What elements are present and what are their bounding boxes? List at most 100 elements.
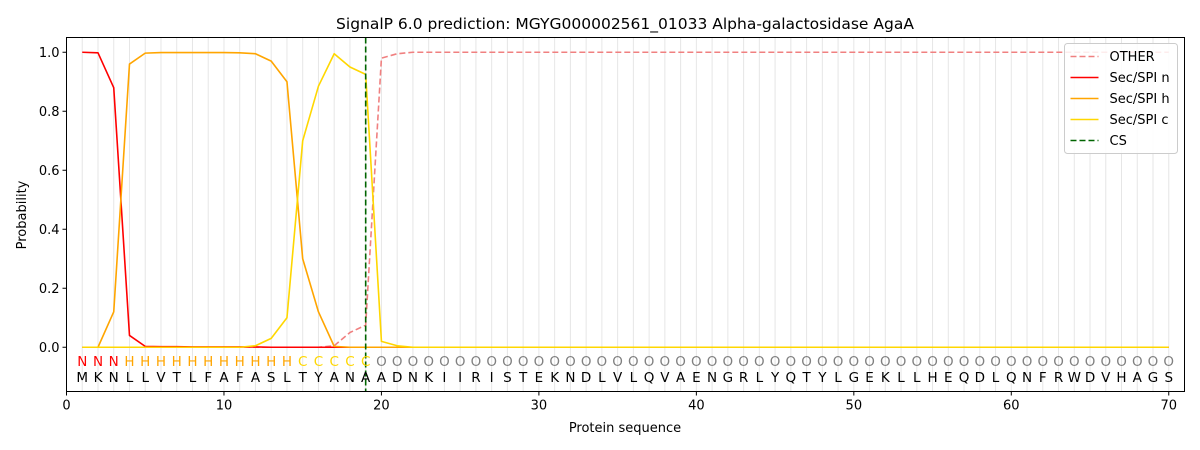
residue-label: E xyxy=(865,370,874,386)
region-label: O xyxy=(1116,354,1127,370)
residue-label: K xyxy=(424,370,434,386)
residue-label: G xyxy=(849,370,859,386)
region-label: H xyxy=(235,354,245,370)
region-label: O xyxy=(471,354,482,370)
legend-box xyxy=(1064,43,1178,154)
residue-label: A xyxy=(361,370,371,386)
region-label: O xyxy=(896,354,907,370)
region-label: C xyxy=(298,354,307,370)
region-label: O xyxy=(707,354,718,370)
region-label: O xyxy=(833,354,844,370)
x-axis-ticks: 0 10 20 30 40 50 60 70 xyxy=(62,391,1177,414)
residue-label: L xyxy=(598,370,606,386)
residue-label: N xyxy=(565,370,575,386)
residue-label: I xyxy=(490,370,494,386)
region-label: O xyxy=(1022,354,1033,370)
x-tick-label: 40 xyxy=(688,399,705,414)
residue-label: K xyxy=(94,370,104,386)
residue-label: Q xyxy=(1006,370,1017,386)
region-label: O xyxy=(423,354,434,370)
residue-label: Q xyxy=(786,370,797,386)
region-label: C xyxy=(345,354,354,370)
region-label: O xyxy=(770,354,781,370)
region-label: O xyxy=(927,354,938,370)
residue-label: V xyxy=(660,370,670,386)
residue-label: I xyxy=(442,370,446,386)
residue-label: T xyxy=(172,370,182,386)
residue-label: A xyxy=(377,370,387,386)
plot-frame xyxy=(66,37,1185,392)
residue-label: I xyxy=(458,370,462,386)
region-label: O xyxy=(738,354,749,370)
region-label: O xyxy=(880,354,891,370)
residue-label: A xyxy=(676,370,686,386)
x-tick-label: 70 xyxy=(1160,399,1177,414)
residue-label: S xyxy=(267,370,276,386)
legend-label: OTHER xyxy=(1110,50,1155,65)
residue-label: K xyxy=(550,370,560,386)
residue-label: Y xyxy=(770,370,780,386)
residue-label: E xyxy=(944,370,953,386)
region-label: H xyxy=(219,354,229,370)
region-label: O xyxy=(376,354,387,370)
region-label: O xyxy=(1163,354,1174,370)
residue-label: L xyxy=(141,370,149,386)
residue-label: Q xyxy=(644,370,655,386)
series-sec-spi-c xyxy=(82,52,1169,349)
residue-label: E xyxy=(535,370,544,386)
residue-label: F xyxy=(204,370,212,386)
region-label: O xyxy=(392,354,403,370)
region-label: N xyxy=(93,354,103,370)
y-tick-label: 0.6 xyxy=(39,164,60,179)
residue-label: R xyxy=(1054,370,1063,386)
residue-label: H xyxy=(927,370,937,386)
legend-label: Sec/SPI h xyxy=(1110,92,1170,107)
sequence-labels: NMNKNNHLHLHVHTHLHFHAHFHAHSHLCTCYCACNCAOA… xyxy=(76,354,1174,386)
residue-label: F xyxy=(1039,370,1047,386)
residue-label: L xyxy=(756,370,764,386)
residue-label: V xyxy=(1101,370,1111,386)
region-label: O xyxy=(959,354,970,370)
region-label: H xyxy=(140,354,150,370)
region-label: O xyxy=(486,354,497,370)
region-label: O xyxy=(817,354,828,370)
residue-label: A xyxy=(330,370,340,386)
region-label: H xyxy=(266,354,276,370)
region-label: O xyxy=(455,354,466,370)
y-axis-ticks: 0.0 0.2 0.4 0.6 0.8 1.0 xyxy=(39,46,67,356)
region-label: O xyxy=(597,354,608,370)
region-label: O xyxy=(974,354,985,370)
region-label: H xyxy=(156,354,166,370)
residue-label: S xyxy=(503,370,512,386)
region-label: N xyxy=(77,354,87,370)
region-label: O xyxy=(549,354,560,370)
residue-label: T xyxy=(518,370,528,386)
residue-label: M xyxy=(76,370,88,386)
region-label: O xyxy=(1085,354,1096,370)
residue-label: V xyxy=(613,370,623,386)
region-label: O xyxy=(943,354,954,370)
residue-label: L xyxy=(283,370,291,386)
region-label: O xyxy=(628,354,639,370)
x-tick-label: 0 xyxy=(62,399,70,414)
residue-label: R xyxy=(471,370,480,386)
residue-label: W xyxy=(1068,370,1081,386)
region-label: H xyxy=(124,354,134,370)
legend-label: Sec/SPI n xyxy=(1110,71,1170,86)
region-label: O xyxy=(1069,354,1080,370)
region-label: O xyxy=(518,354,529,370)
residue-label: H xyxy=(1116,370,1126,386)
residue-label: G xyxy=(1148,370,1158,386)
region-label: O xyxy=(581,354,592,370)
residue-label: Y xyxy=(313,370,323,386)
region-label: H xyxy=(250,354,260,370)
region-label: O xyxy=(408,354,419,370)
region-label: O xyxy=(864,354,875,370)
region-label: O xyxy=(1053,354,1064,370)
region-label: O xyxy=(754,354,765,370)
y-tick-label: 0.2 xyxy=(39,282,60,297)
region-label: O xyxy=(612,354,623,370)
region-label: O xyxy=(439,354,450,370)
y-tick-label: 0.4 xyxy=(39,223,60,238)
